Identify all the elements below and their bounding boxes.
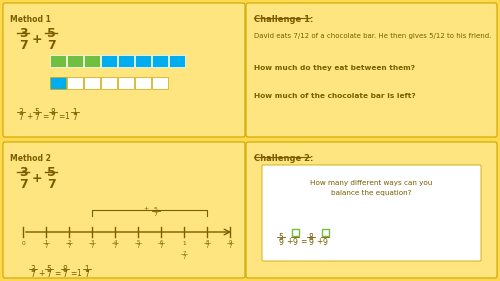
Bar: [50, 77, 66, 89]
Text: 7: 7: [160, 244, 162, 249]
Bar: [101, 77, 117, 89]
Text: 5: 5: [46, 27, 56, 40]
Text: 8: 8: [50, 108, 56, 117]
Text: 1: 1: [44, 240, 48, 245]
Text: +: +: [38, 269, 44, 278]
Text: 7: 7: [46, 178, 56, 191]
Text: 7: 7: [136, 244, 140, 249]
Text: 1: 1: [76, 269, 82, 278]
Text: 3: 3: [18, 108, 24, 117]
Text: 7: 7: [62, 270, 68, 279]
Text: 5: 5: [278, 233, 283, 242]
Text: 5: 5: [154, 207, 158, 212]
Bar: [135, 55, 151, 67]
FancyBboxPatch shape: [3, 3, 245, 137]
Bar: [118, 77, 134, 89]
Text: 9: 9: [228, 240, 232, 245]
Text: 1: 1: [182, 241, 186, 246]
Bar: [84, 77, 100, 89]
Text: =: =: [54, 269, 60, 278]
Text: 7: 7: [44, 244, 48, 249]
Text: 7: 7: [72, 113, 78, 122]
Text: +: +: [286, 237, 292, 246]
Bar: [322, 229, 328, 236]
Text: 1: 1: [72, 108, 78, 117]
Text: 7: 7: [90, 244, 94, 249]
Text: =: =: [300, 237, 306, 246]
Text: 9: 9: [322, 238, 328, 247]
Text: +: +: [26, 112, 32, 121]
FancyBboxPatch shape: [262, 165, 481, 261]
FancyBboxPatch shape: [3, 142, 245, 278]
Text: 5: 5: [34, 108, 40, 117]
Text: 2: 2: [68, 240, 70, 245]
Text: 9: 9: [292, 238, 298, 247]
Text: =: =: [70, 269, 76, 278]
Text: 7: 7: [18, 113, 24, 122]
Bar: [67, 55, 83, 67]
Text: 8: 8: [206, 240, 208, 245]
FancyBboxPatch shape: [246, 142, 497, 278]
Text: 1: 1: [64, 112, 70, 121]
Text: Method 2: Method 2: [10, 154, 51, 163]
Bar: [50, 55, 66, 67]
Text: 7: 7: [46, 39, 56, 52]
Bar: [101, 55, 117, 67]
Bar: [135, 77, 151, 89]
Text: 7: 7: [206, 244, 208, 249]
Text: David eats 7/12 of a chocolate bar. He then gives 5/12 to his friend.: David eats 7/12 of a chocolate bar. He t…: [254, 33, 492, 39]
Text: Method 1: Method 1: [10, 15, 51, 24]
Text: 7: 7: [18, 178, 28, 191]
Text: 8: 8: [62, 265, 68, 274]
Text: 9: 9: [278, 238, 283, 247]
Text: 5: 5: [46, 265, 52, 274]
Text: =: =: [42, 112, 48, 121]
Text: 7: 7: [68, 244, 70, 249]
Text: +: +: [32, 172, 42, 185]
Text: Challenge 2:: Challenge 2:: [254, 154, 314, 163]
Bar: [84, 55, 100, 67]
Text: 1: 1: [84, 265, 89, 274]
Bar: [292, 229, 298, 236]
Text: +: +: [32, 33, 42, 46]
Text: 5: 5: [136, 240, 140, 245]
Text: 6: 6: [160, 240, 162, 245]
Text: 7: 7: [46, 270, 52, 279]
Bar: [169, 55, 185, 67]
Bar: [67, 77, 83, 89]
Text: 3: 3: [30, 265, 36, 274]
Text: 3: 3: [90, 240, 94, 245]
Text: 7: 7: [84, 270, 89, 279]
Text: =: =: [58, 112, 64, 121]
Text: 0: 0: [21, 241, 25, 246]
Text: 3: 3: [18, 27, 28, 40]
Text: +: +: [316, 237, 322, 246]
Text: 8: 8: [308, 233, 314, 242]
Text: 7: 7: [50, 113, 56, 122]
Bar: [118, 55, 134, 67]
Text: 9: 9: [308, 238, 314, 247]
Text: 4: 4: [114, 240, 116, 245]
Text: +: +: [143, 206, 148, 211]
Text: 7: 7: [18, 39, 28, 52]
Text: 3: 3: [18, 166, 28, 179]
Text: 7: 7: [30, 270, 36, 279]
Text: 7: 7: [182, 251, 186, 256]
Bar: [152, 55, 168, 67]
Text: How much of the chocolate bar is left?: How much of the chocolate bar is left?: [254, 93, 416, 99]
FancyBboxPatch shape: [246, 3, 497, 137]
Text: How much do they eat between them?: How much do they eat between them?: [254, 65, 415, 71]
Bar: [152, 77, 168, 89]
Text: 7: 7: [182, 255, 186, 260]
Text: Challenge 1:: Challenge 1:: [254, 15, 314, 24]
Text: 7: 7: [34, 113, 40, 122]
Text: 5: 5: [46, 166, 56, 179]
Text: 7: 7: [114, 244, 116, 249]
Text: 7: 7: [154, 212, 158, 217]
Text: How many different ways can you
balance the equation?: How many different ways can you balance …: [310, 180, 432, 196]
Text: 7: 7: [228, 244, 232, 249]
